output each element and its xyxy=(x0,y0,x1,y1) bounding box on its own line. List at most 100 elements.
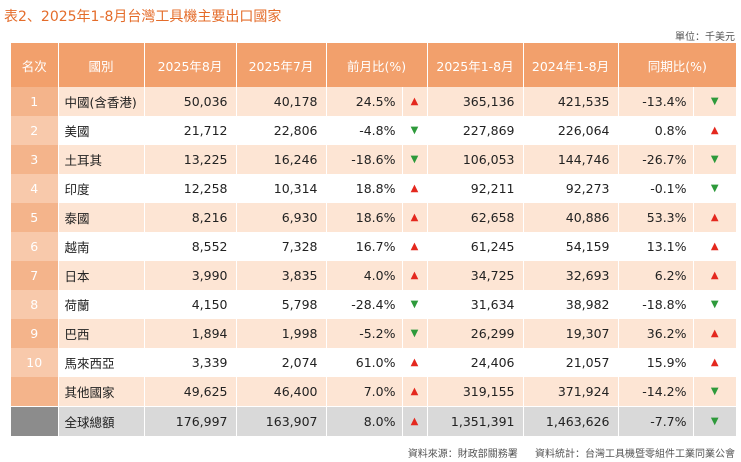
mom-cell: 18.6% xyxy=(326,203,403,232)
yoy-cell: 0.8% xyxy=(618,116,694,145)
country-cell: 土耳其 xyxy=(58,145,145,174)
yoy-cell: 36.2% xyxy=(618,319,694,348)
aug2025-cell: 4,150 xyxy=(144,290,237,319)
aug2025-cell: 21,712 xyxy=(144,116,237,145)
table-row: 3 土耳其 13,225 16,246 -18.6% ▼ 106,053 144,746 -26… xyxy=(11,145,737,174)
table-body: 1 中國(含香港) 50,036 40,178 24.5% ▲ 365,136 421,535… xyxy=(11,87,737,436)
header-row: 名次 國別 2025年8月 2025年7月 前月比(%) 2025年1-8月 2… xyxy=(11,43,737,87)
triangle-up-icon: ▲ xyxy=(402,405,428,436)
header-jul2025: 2025年7月 xyxy=(236,43,327,87)
ytd2025-cell: 34,725 xyxy=(427,261,524,290)
ytd2024-cell: 38,982 xyxy=(523,290,619,319)
triangle-down-icon: ▼ xyxy=(402,116,428,145)
jul2025-cell: 46,400 xyxy=(236,377,327,406)
triangle-up-icon: ▲ xyxy=(693,261,737,290)
triangle-up-icon: ▲ xyxy=(402,377,428,406)
mom-cell: 16.7% xyxy=(326,232,403,261)
ytd2024-cell: 54,159 xyxy=(523,232,619,261)
mom-cell: -5.2% xyxy=(326,319,403,348)
mom-cell: -4.8% xyxy=(326,116,403,145)
ytd2025-cell: 62,658 xyxy=(427,203,524,232)
triangle-up-icon: ▲ xyxy=(693,348,737,377)
source-stats: 資料統計：台灣工具機暨零組件工業同業公會 xyxy=(535,449,735,460)
rank-cell: 10 xyxy=(11,348,59,377)
jul2025-cell: 163,907 xyxy=(236,405,327,436)
country-cell: 中國(含香港) xyxy=(58,87,145,116)
rank-cell: 9 xyxy=(11,319,59,348)
aug2025-cell: 3,990 xyxy=(144,261,237,290)
triangle-down-icon: ▼ xyxy=(693,290,737,319)
rank-cell: 6 xyxy=(11,232,59,261)
jul2025-cell: 16,246 xyxy=(236,145,327,174)
mom-cell: 18.8% xyxy=(326,174,403,203)
header-aug2025: 2025年8月 xyxy=(144,43,237,87)
triangle-down-icon: ▼ xyxy=(402,319,428,348)
jul2025-cell: 2,074 xyxy=(236,348,327,377)
triangle-down-icon: ▼ xyxy=(693,174,737,203)
yoy-cell: -18.8% xyxy=(618,290,694,319)
country-cell: 越南 xyxy=(58,232,145,261)
header-yoy: 同期比(%) xyxy=(618,43,737,87)
rank-cell: 3 xyxy=(11,145,59,174)
ytd2025-cell: 365,136 xyxy=(427,87,524,116)
aug2025-cell: 3,339 xyxy=(144,348,237,377)
jul2025-cell: 5,798 xyxy=(236,290,327,319)
header-ytd2024: 2024年1-8月 xyxy=(523,43,619,87)
table-row: 5 泰國 8,216 6,930 18.6% ▲ 62,658 40,886 53.3% ▲ xyxy=(11,203,737,232)
aug2025-cell: 1,894 xyxy=(144,319,237,348)
ytd2025-cell: 227,869 xyxy=(427,116,524,145)
triangle-up-icon: ▲ xyxy=(693,116,737,145)
yoy-cell: -26.7% xyxy=(618,145,694,174)
rank-cell: 7 xyxy=(11,261,59,290)
country-cell: 巴西 xyxy=(58,319,145,348)
unit-label: 單位：千美元 xyxy=(675,32,735,43)
triangle-down-icon: ▼ xyxy=(693,145,737,174)
source-data: 資料來源：財政部關務署 xyxy=(407,449,518,460)
rank-cell xyxy=(11,405,59,436)
country-cell: 其他國家 xyxy=(58,377,145,406)
ytd2024-cell: 92,273 xyxy=(523,174,619,203)
jul2025-cell: 3,835 xyxy=(236,261,327,290)
jul2025-cell: 40,178 xyxy=(236,87,327,116)
ytd2025-cell: 26,299 xyxy=(427,319,524,348)
header-mom: 前月比(%) xyxy=(326,43,428,87)
triangle-up-icon: ▲ xyxy=(402,174,428,203)
triangle-up-icon: ▲ xyxy=(402,232,428,261)
ytd2025-cell: 92,211 xyxy=(427,174,524,203)
yoy-cell: 53.3% xyxy=(618,203,694,232)
country-cell: 荷蘭 xyxy=(58,290,145,319)
mom-cell: 4.0% xyxy=(326,261,403,290)
country-cell: 全球總額 xyxy=(58,405,145,436)
header-country: 國別 xyxy=(58,43,145,87)
export-table: 名次 國別 2025年8月 2025年7月 前月比(%) 2025年1-8月 2… xyxy=(11,43,737,436)
triangle-up-icon: ▲ xyxy=(402,261,428,290)
table-row: 2 美國 21,712 22,806 -4.8% ▼ 227,869 226,064 0.8% ▲ xyxy=(11,116,737,145)
table-row: 4 印度 12,258 10,314 18.8% ▲ 92,211 92,273 -0.1% ▼ xyxy=(11,174,737,203)
triangle-up-icon: ▲ xyxy=(402,87,428,116)
header-rank: 名次 xyxy=(11,43,59,87)
ytd2024-cell: 226,064 xyxy=(523,116,619,145)
rank-cell: 8 xyxy=(11,290,59,319)
yoy-cell: -13.4% xyxy=(618,87,694,116)
jul2025-cell: 10,314 xyxy=(236,174,327,203)
mom-cell: -18.6% xyxy=(326,145,403,174)
source-note: 資料來源：財政部關務署 資料統計：台灣工具機暨零組件工業同業公會 xyxy=(408,445,735,460)
ytd2024-cell: 19,307 xyxy=(523,319,619,348)
total-row: 全球總額 176,997 163,907 8.0% ▲ 1,351,391 1,463,62… xyxy=(11,405,737,436)
yoy-cell: 13.1% xyxy=(618,232,694,261)
jul2025-cell: 1,998 xyxy=(236,319,327,348)
table-row: 9 巴西 1,894 1,998 -5.2% ▼ 26,299 19,307 36.2% ▲ xyxy=(11,319,737,348)
ytd2024-cell: 21,057 xyxy=(523,348,619,377)
yoy-cell: -0.1% xyxy=(618,174,694,203)
table-row: 6 越南 8,552 7,328 16.7% ▲ 61,245 54,159 13.1% ▲ xyxy=(11,232,737,261)
aug2025-cell: 49,625 xyxy=(144,377,237,406)
aug2025-cell: 50,036 xyxy=(144,87,237,116)
rank-cell: 1 xyxy=(11,87,59,116)
rank-cell xyxy=(11,377,59,406)
jul2025-cell: 7,328 xyxy=(236,232,327,261)
header-ytd2025: 2025年1-8月 xyxy=(427,43,524,87)
ytd2025-cell: 31,634 xyxy=(427,290,524,319)
rank-cell: 4 xyxy=(11,174,59,203)
mom-cell: 8.0% xyxy=(326,405,403,436)
ytd2024-cell: 1,463,626 xyxy=(523,405,619,436)
